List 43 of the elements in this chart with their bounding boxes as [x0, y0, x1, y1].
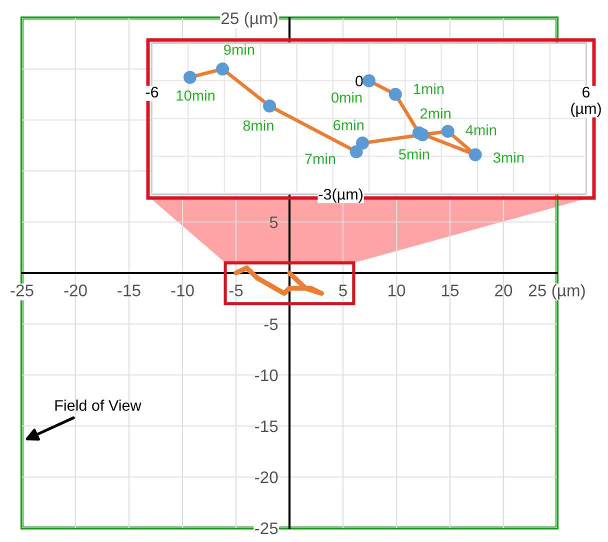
- x-tick-label: -25: [10, 284, 34, 296]
- point: [216, 62, 230, 76]
- annotation: 6min: [334, 120, 364, 130]
- point: [362, 74, 376, 88]
- x-tick-label: 20: [495, 284, 512, 296]
- y-tick-label: -20: [255, 471, 278, 484]
- y-tick-label: 0: [356, 76, 363, 86]
- point: [416, 128, 430, 142]
- x-tick-label: 15: [442, 284, 459, 296]
- point: [350, 145, 363, 158]
- annotation: 7min: [305, 153, 336, 164]
- x-tick-label: 25 (µm): [528, 284, 585, 300]
- point: [468, 148, 482, 162]
- annotation: 2min: [420, 108, 450, 119]
- x-tick-label: -20: [64, 284, 87, 296]
- annotation: 8min: [243, 120, 274, 131]
- annotation: Field of View: [55, 400, 142, 411]
- x-tick-label: 10: [388, 284, 406, 296]
- y-tick-label: -10: [255, 369, 278, 382]
- y-tick-label: 5: [270, 216, 278, 228]
- x-tick-label: -15: [118, 284, 140, 296]
- annotation: 10min: [176, 90, 214, 101]
- x-tick-label: -5: [229, 284, 243, 296]
- x-tick-label: 6 (µm): [571, 86, 601, 118]
- y-tick-label: -3(µm): [318, 188, 362, 203]
- y-tick-label: -15: [255, 420, 278, 432]
- y-tick-label: 25 (µm): [221, 12, 278, 28]
- annotation: 4min: [466, 124, 496, 136]
- point: [356, 136, 369, 150]
- point: [263, 100, 276, 113]
- y-tick-label: -25: [255, 522, 278, 534]
- point: [388, 88, 402, 101]
- annotation: 3min: [493, 152, 524, 163]
- x-tick-label: -6: [146, 86, 158, 98]
- annotation: 1min: [414, 83, 444, 94]
- annotation: 9min: [224, 44, 254, 55]
- point: [441, 124, 454, 138]
- x-tick-label: -10: [171, 284, 194, 296]
- annotation: 5min: [398, 148, 430, 160]
- y-tick-label: -5: [264, 318, 278, 330]
- annotation: 0min: [332, 92, 362, 103]
- point: [183, 70, 196, 84]
- x-tick-label: 5: [339, 284, 347, 296]
